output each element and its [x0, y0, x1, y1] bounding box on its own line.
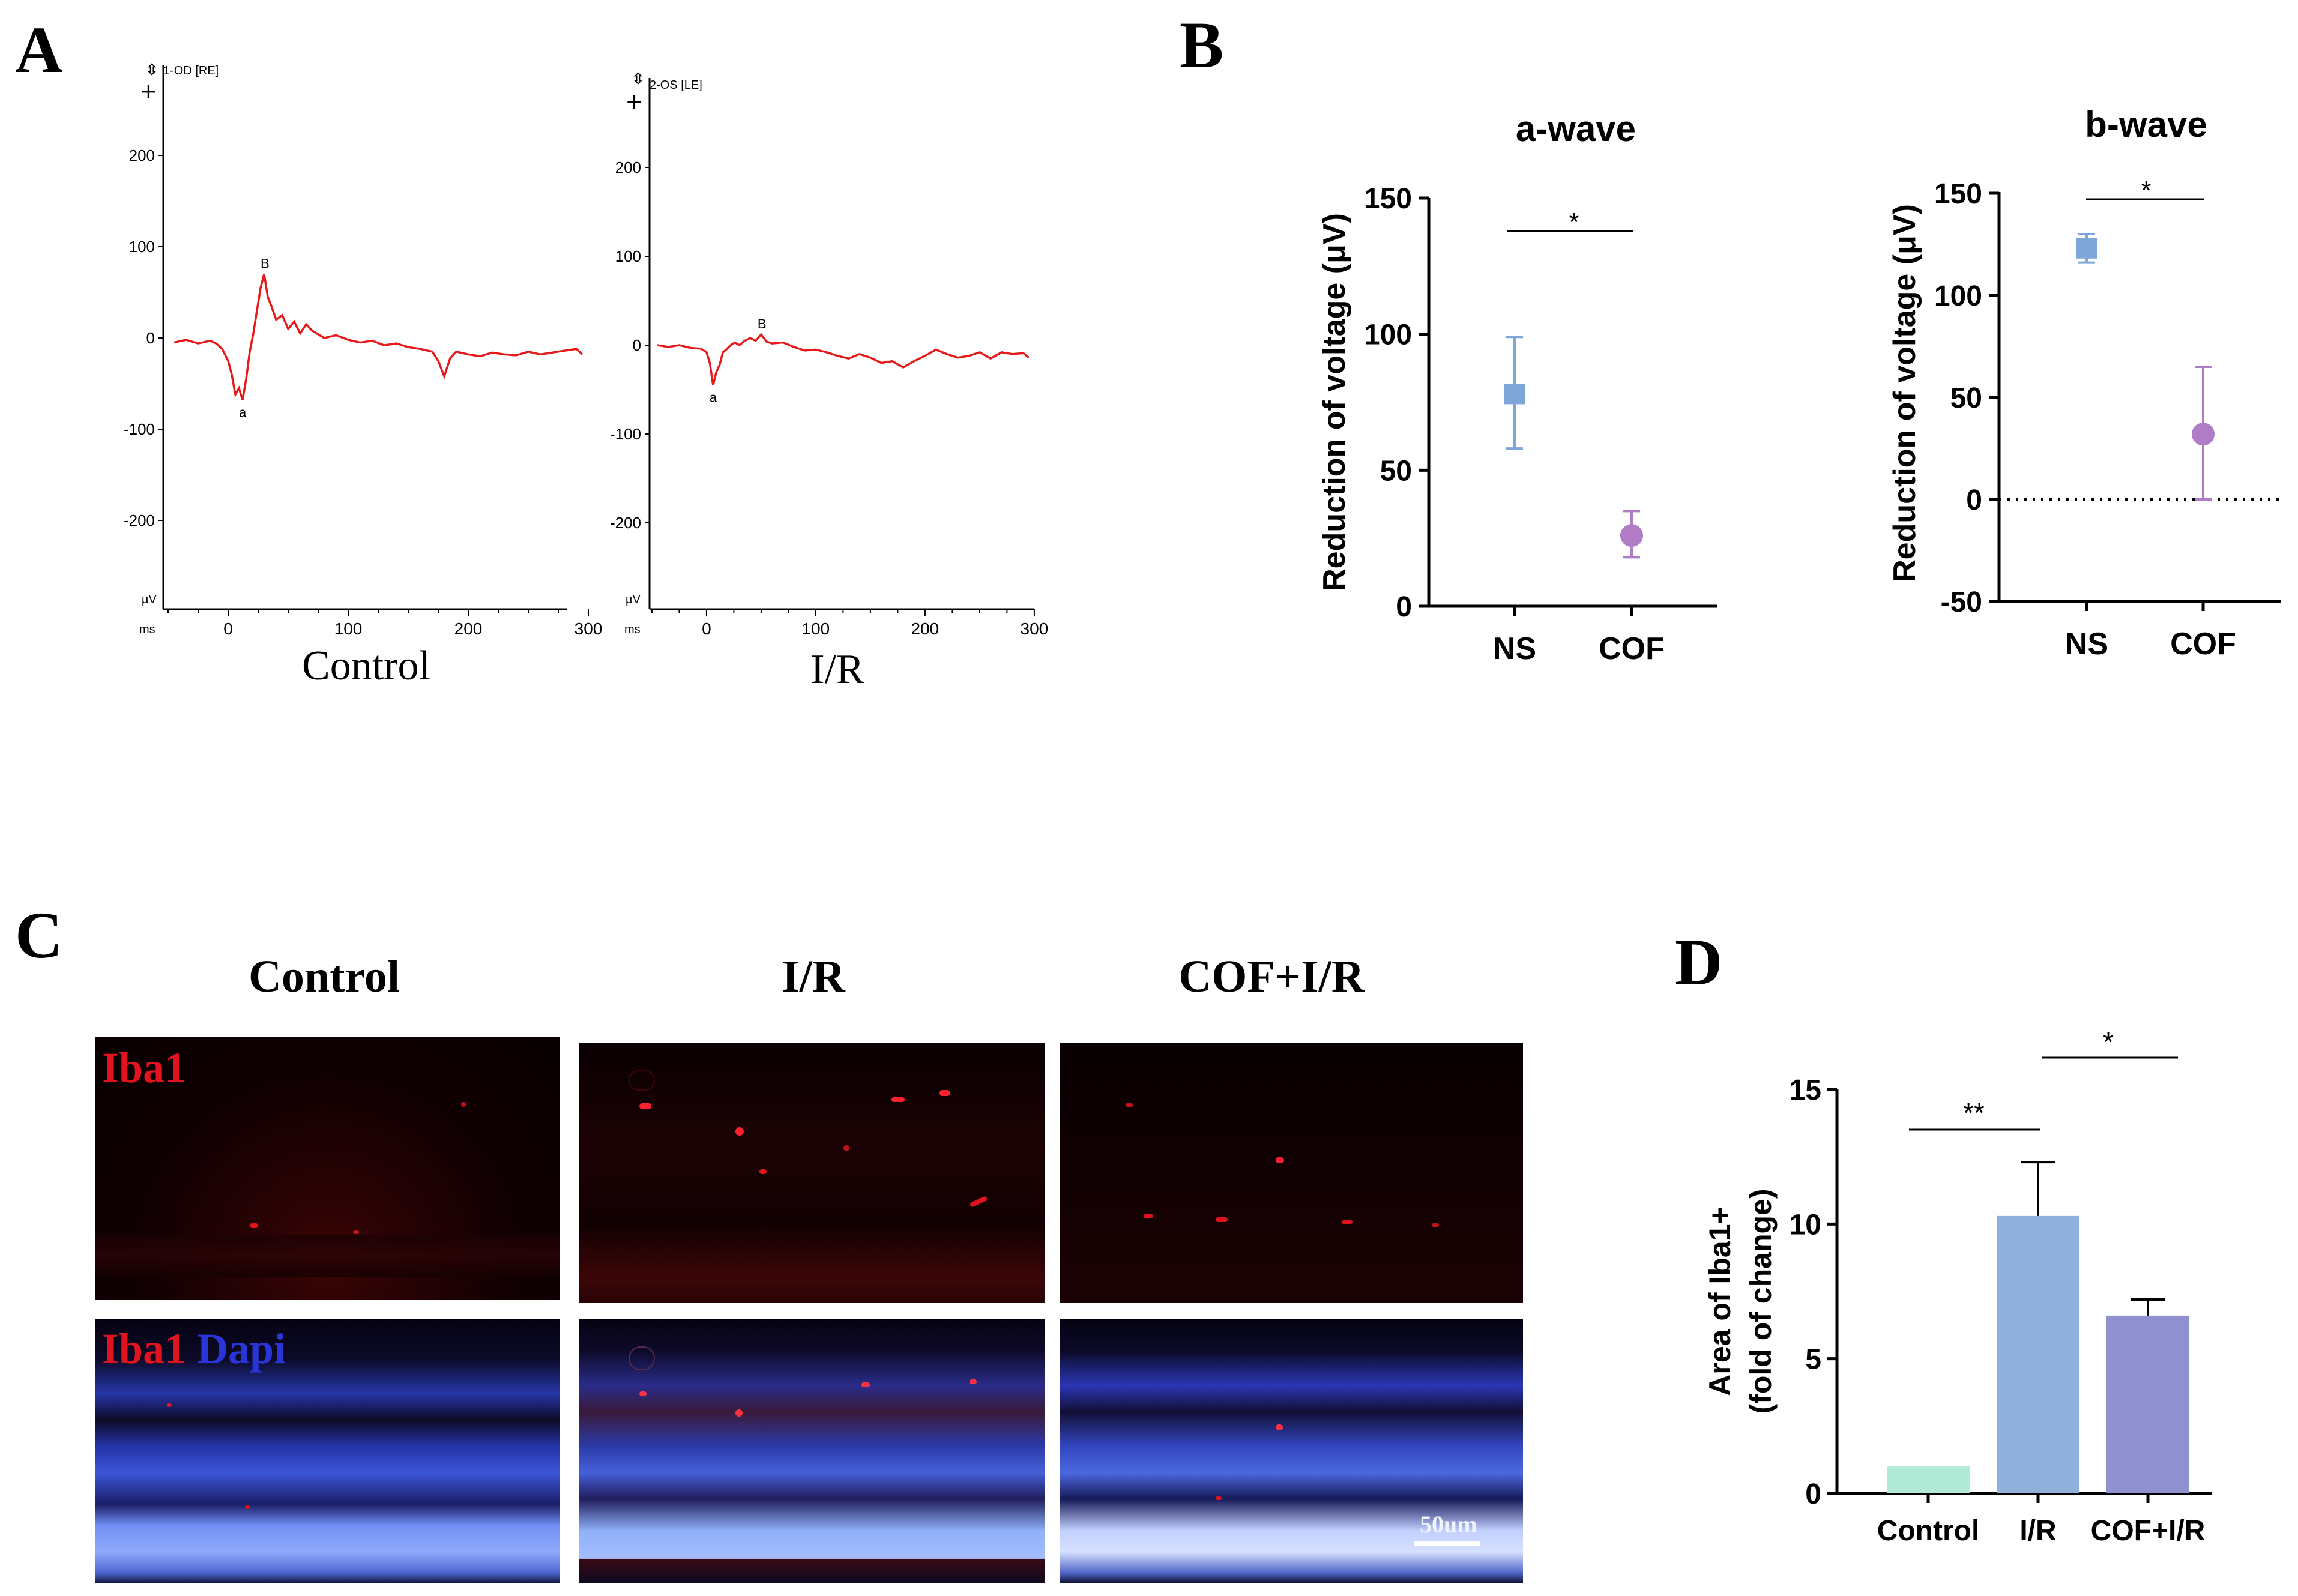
- b-wave-ylabel: Reduction of voltage (μV): [1887, 204, 1922, 582]
- control-erg-plot: ⇳ + 1-OD [RE] 200 100 0 -100 -200 0 100 200 300…: [124, 61, 602, 689]
- control-x-unit: ms: [139, 623, 155, 636]
- micrograph-col-ir: I/R: [782, 951, 846, 1002]
- micrograph-cof-ir-iba1: [1060, 1043, 1523, 1303]
- a-wave-y-tick-label: 50: [1380, 455, 1412, 487]
- micrograph-col-cof-ir: COF+I/R: [1178, 951, 1365, 1002]
- b-wave-title: b-wave: [2085, 104, 2207, 145]
- b-wave-y-tick-label: -50: [1941, 586, 1982, 618]
- b-wave-chart: b-wave Reduction of voltage (μV) -50 0 50 1…: [1887, 104, 2281, 661]
- ctl-x-tick-label: 100: [334, 619, 363, 638]
- b-wave-point-cof: [2192, 423, 2215, 446]
- scale-bar: [1414, 1541, 1480, 1546]
- ir-y-unit: µV: [626, 593, 641, 606]
- ir-x-tick-label: 300: [1021, 619, 1049, 638]
- a-wave-x-label: COF: [1599, 631, 1665, 666]
- panel-label-c: C: [15, 899, 62, 972]
- ctl-x-tick-label: 0: [223, 619, 233, 638]
- a-wave-sig-mark: *: [1569, 208, 1579, 237]
- panel-a: A ⇳ + 1-OD [RE] 200 100 0 -100 -200 0 100 200 3…: [15, 13, 1048, 693]
- iba1-sig-mark-1: **: [1963, 1097, 1985, 1128]
- panel-label-d: D: [1675, 926, 1722, 999]
- b-wave-x-label: NS: [2065, 627, 2108, 661]
- a-wave-y-tick-label: 0: [1396, 591, 1412, 623]
- ir-x-tick-label: 100: [802, 619, 830, 638]
- merge-dapi-label: Dapi: [197, 1325, 286, 1373]
- iba1-y-tick-label: 15: [1790, 1074, 1821, 1106]
- micrograph-control-merge: Iba1 Dapi: [95, 1319, 560, 1583]
- ir-y-tick-label: 0: [633, 336, 641, 354]
- ctl-y-tick-label: 100: [129, 238, 155, 256]
- iba1-ylabel-line1: Area of Iba1+: [1703, 1206, 1737, 1396]
- ctl-y-tick-label: -200: [124, 511, 155, 529]
- ir-erg-plot: ⇳ + 2-OS [LE] 200 100 0 -100 -200 0 100 200 300…: [610, 70, 1048, 693]
- a-wave-ylabel: Reduction of voltage (μV): [1317, 213, 1352, 591]
- ir-y-tick-label: 200: [615, 158, 641, 176]
- panel-label-b: B: [1180, 8, 1223, 82]
- b-wave-y-tick-label: 0: [1966, 484, 1982, 516]
- ctl-y-tick-label: 0: [146, 329, 155, 347]
- b-wave-y-tick-label: 100: [1934, 280, 1982, 312]
- svg-text:⇳: ⇳: [145, 61, 158, 79]
- ctl-y-tick-label: -100: [124, 420, 155, 438]
- micrograph-ir-merge: [579, 1319, 1045, 1583]
- ir-marker-a: a: [710, 390, 717, 405]
- control-iba1-label: Iba1: [102, 1044, 187, 1092]
- b-wave-point-ns: [2076, 238, 2097, 259]
- iba1-bar-control: [1887, 1466, 1970, 1493]
- b-wave-sig-mark: *: [2141, 176, 2151, 205]
- control-marker-b: B: [261, 256, 270, 271]
- micrograph-cof-ir-merge: 50um: [1060, 1319, 1523, 1583]
- svg-text:+: +: [626, 86, 642, 117]
- control-erg-trace: [173, 274, 584, 400]
- control-channel-label: 1-OD [RE]: [163, 64, 219, 77]
- iba1-sig-mark-2: *: [2103, 1026, 2114, 1058]
- a-wave-y-tick-label: 150: [1364, 183, 1412, 215]
- ir-x-tick-label: 200: [911, 619, 939, 638]
- a-wave-x-label: NS: [1493, 631, 1536, 666]
- b-wave-x-label: COF: [2170, 627, 2236, 661]
- iba1-ylabel-line2: (fold of change): [1744, 1189, 1778, 1414]
- iba1-x-label: I/R: [2019, 1515, 2056, 1547]
- micrograph-control-iba1: Iba1: [95, 1037, 560, 1300]
- iba1-x-label: Control: [1877, 1515, 1980, 1547]
- a-wave-y-tick-label: 100: [1364, 319, 1412, 351]
- iba1-y-tick-label: 0: [1805, 1478, 1821, 1510]
- iba1-x-label: COF+I/R: [2091, 1515, 2206, 1547]
- panel-d: D Area of Iba1+ (fold of change) 0 5 10 15 C…: [1675, 926, 2212, 1547]
- ctl-x-tick-label: 200: [454, 619, 483, 638]
- ir-x-tick-label: 0: [702, 619, 711, 638]
- micrograph-ir-iba1: [579, 1043, 1045, 1303]
- iba1-y-tick-label: 10: [1790, 1209, 1821, 1241]
- ir-y-tick-label: 100: [615, 247, 641, 265]
- panel-b: B a-wave Reduction of voltage (μV) 0 50 10…: [1180, 8, 2281, 666]
- ir-channel-label: 2-OS [LE]: [650, 79, 702, 92]
- a-wave-chart: a-wave Reduction of voltage (μV) 0 50 100 1…: [1317, 109, 1717, 666]
- a-wave-title: a-wave: [1516, 109, 1636, 149]
- control-y-unit: µV: [142, 593, 157, 606]
- panel-label-a: A: [15, 13, 62, 86]
- merge-iba1-label: Iba1: [102, 1325, 187, 1373]
- iba1-bar-cof-i-r: [2106, 1315, 2189, 1493]
- ctl-y-tick-label: 200: [129, 146, 155, 164]
- ir-marker-b: B: [758, 316, 767, 331]
- ir-y-tick-label: -200: [610, 514, 641, 532]
- scale-bar-label: 50um: [1420, 1511, 1477, 1538]
- a-wave-point-ns: [1504, 384, 1525, 405]
- panel-c-header: C Control I/R COF+I/R: [15, 899, 1365, 1002]
- b-wave-y-tick-label: 50: [1950, 382, 1982, 414]
- ir-x-unit: ms: [624, 623, 641, 636]
- control-marker-a: a: [239, 405, 247, 420]
- micrograph-col-control: Control: [249, 951, 400, 1002]
- iba1-y-tick-label: 5: [1805, 1344, 1821, 1376]
- ir-y-tick-label: -100: [610, 425, 641, 443]
- ctl-x-tick-label: 300: [574, 619, 603, 638]
- a-wave-point-cof: [1620, 524, 1643, 547]
- ir-erg-trace: [657, 333, 1030, 386]
- iba1-bar-i-r: [1997, 1215, 2079, 1493]
- svg-text:+: +: [140, 76, 157, 107]
- control-caption: Control: [302, 643, 430, 689]
- ir-caption: I/R: [810, 646, 864, 693]
- b-wave-y-tick-label: 150: [1934, 178, 1982, 210]
- svg-text:⇳: ⇳: [632, 70, 645, 88]
